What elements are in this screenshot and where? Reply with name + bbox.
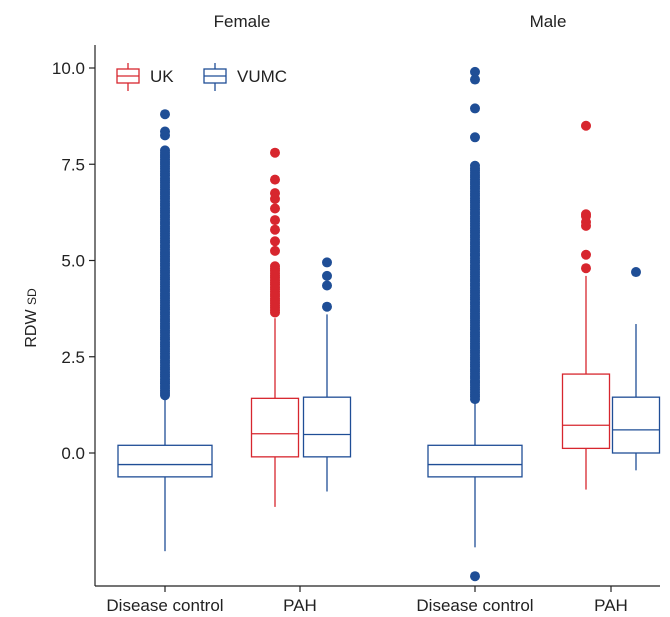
outlier-point: [160, 145, 170, 156]
outlier-point: [270, 224, 280, 235]
outlier-point: [322, 257, 332, 268]
outlier-point: [581, 120, 591, 131]
outlier-point: [581, 263, 591, 274]
outlier-point: [270, 261, 280, 272]
y-axis-label-main: RDW: [23, 305, 40, 348]
outlier-point: [270, 245, 280, 256]
y-tick-label: 5.0: [61, 252, 85, 271]
outlier-point: [470, 66, 480, 77]
box: [561, 373, 611, 450]
facet-title: Female: [214, 12, 271, 31]
y-tick-label: 10.0: [52, 59, 85, 78]
x-tick-label: Disease control: [416, 596, 533, 615]
box: [250, 397, 300, 458]
box: [427, 444, 523, 478]
x-tick-label: Disease control: [106, 596, 223, 615]
outlier-point: [270, 188, 280, 199]
outlier-point: [160, 126, 170, 137]
box: [302, 396, 352, 458]
outlier-point: [631, 267, 641, 278]
x-tick-label: PAH: [594, 596, 628, 615]
outlier-point: [581, 249, 591, 260]
outlier-point: [322, 270, 332, 281]
outlier-point: [270, 203, 280, 214]
x-tick-label: PAH: [283, 596, 317, 615]
outlier-point: [470, 571, 480, 582]
outlier-point: [270, 174, 280, 185]
box: [117, 444, 213, 478]
facet-title: Male: [530, 12, 567, 31]
outlier-point: [470, 132, 480, 143]
y-axis-label: RDW SD: [23, 288, 40, 348]
y-axis-label-subscript: SD: [25, 288, 39, 305]
y-tick-label: 7.5: [61, 155, 85, 174]
outlier-point: [470, 160, 480, 171]
outlier-point: [270, 215, 280, 226]
outlier-point: [581, 209, 591, 220]
outlier-point: [160, 109, 170, 120]
outlier-point: [270, 236, 280, 247]
outlier-point: [470, 74, 480, 85]
outlier-point: [470, 103, 480, 114]
legend-label: UK: [150, 67, 174, 86]
y-tick-label: 0.0: [61, 444, 85, 463]
outlier-point: [270, 147, 280, 158]
y-tick-label: 2.5: [61, 348, 85, 367]
box: [611, 396, 661, 454]
legend-label: VUMC: [237, 67, 287, 86]
outlier-point: [322, 301, 332, 312]
outlier-point: [322, 280, 332, 291]
